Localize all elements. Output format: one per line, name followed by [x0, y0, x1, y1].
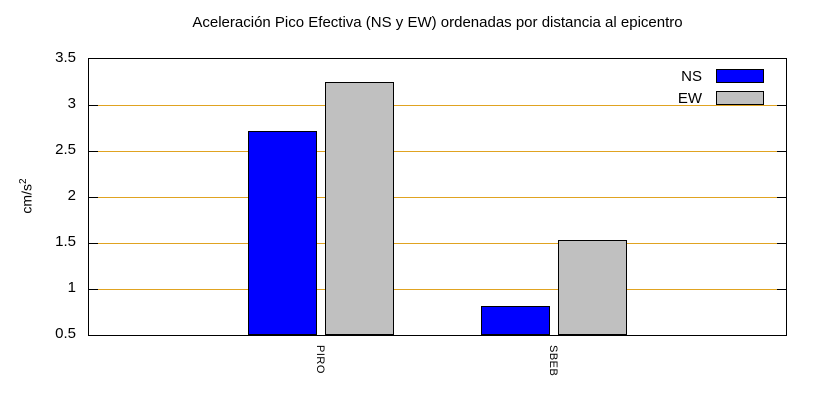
gridline-y-3 [89, 105, 786, 106]
x-tick-label-piro: PIRO [314, 345, 326, 374]
gridline-y-1 [89, 289, 786, 290]
legend-row-ew: EW [674, 87, 764, 109]
y-tick-mark-left [89, 197, 98, 198]
y-tick-label-1: 1 [67, 279, 76, 296]
x-tick-label-sbeb: SBEB [547, 345, 559, 377]
y-axis-label-exponent: 2 [18, 178, 29, 184]
chart-title: Aceleración Pico Efectiva (NS y EW) orde… [192, 14, 683, 31]
legend: NS EW [674, 65, 764, 109]
legend-label-ew: EW [677, 89, 702, 107]
y-tick-mark-right [777, 105, 786, 106]
legend-row-ns: NS [674, 65, 764, 87]
gridline-y-2.5 [89, 151, 786, 152]
y-tick-label-0.5: 0.5 [55, 325, 76, 342]
legend-swatch-ew [716, 91, 764, 105]
y-tick-label-3: 3 [67, 95, 76, 112]
bar-piro-ns [248, 131, 317, 335]
bar-piro-ew [325, 82, 394, 335]
y-tick-mark-right [777, 243, 786, 244]
legend-label-ns: NS [681, 67, 702, 85]
y-tick-mark-right [777, 289, 786, 290]
y-tick-label-2.5: 2.5 [55, 141, 76, 158]
bar-sbeb-ns [481, 306, 550, 335]
y-tick-label-3.5: 3.5 [55, 49, 76, 66]
y-tick-mark-left [89, 243, 98, 244]
y-tick-mark-right [777, 151, 786, 152]
y-tick-mark-right [777, 197, 786, 198]
y-tick-label-1.5: 1.5 [55, 233, 76, 250]
plot-area: NS EW [88, 58, 787, 336]
gridline-y-1.5 [89, 243, 786, 244]
y-tick-mark-left [89, 289, 98, 290]
bar-sbeb-ew [558, 240, 627, 335]
legend-swatch-ns [716, 69, 764, 83]
y-tick-label-2: 2 [67, 187, 76, 204]
y-tick-mark-left [89, 151, 98, 152]
y-tick-mark-left [89, 105, 98, 106]
gridline-y-2 [89, 197, 786, 198]
